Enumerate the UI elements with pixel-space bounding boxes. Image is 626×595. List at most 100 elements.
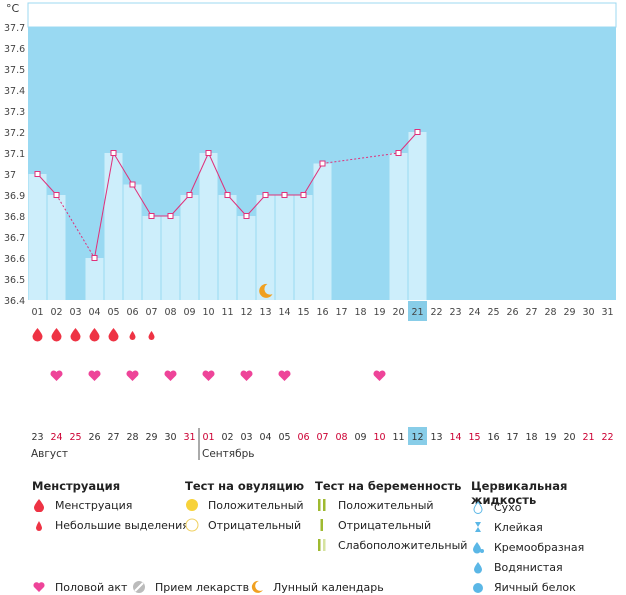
calendar-date-label: 14 — [449, 432, 461, 443]
calendar-date-label: 25 — [69, 432, 81, 443]
legend-pregnancy-positive: Положительный — [315, 498, 434, 512]
menstruation-drop-mark — [32, 328, 43, 342]
calendar-date-label: 19 — [544, 432, 556, 443]
calendar-date-label: 10 — [373, 432, 385, 443]
intercourse-heart-mark — [240, 370, 253, 381]
y-tick-label: 37.3 — [4, 107, 25, 118]
cycle-day-label: 12 — [240, 307, 252, 318]
temperature-bar — [218, 195, 237, 300]
calendar-date-label: 29 — [145, 432, 157, 443]
calendar-date-label: 09 — [354, 432, 366, 443]
legend-cervical-title: Цервикальная жидкость — [471, 479, 568, 507]
cycle-day-label: 14 — [278, 307, 290, 318]
cycle-day-label: 17 — [335, 307, 347, 318]
hourglass-icon — [471, 520, 485, 534]
legend-cervical-dry: Сухо — [471, 500, 521, 514]
temperature-line-segment — [303, 163, 323, 196]
temperature-bar — [199, 153, 218, 300]
legend-moon-label: Лунный календарь — [273, 580, 384, 594]
temperature-bar — [85, 258, 104, 300]
legend-cervical-watery: Водянистая — [471, 560, 563, 574]
intercourse-heart-mark — [164, 370, 177, 381]
calendar-date-label: 04 — [259, 432, 271, 443]
blood-drop-icon — [32, 498, 46, 512]
legend-menstruation: Менструация — [32, 498, 132, 512]
double-line-icon — [315, 498, 329, 512]
cycle-day-label: 28 — [544, 307, 556, 318]
cycle-day-label: 26 — [506, 307, 518, 318]
cycle-day-label: 30 — [582, 307, 594, 318]
legend-intercourse: Половой акт — [32, 580, 127, 594]
legend-pregnancy-weak: Слабоположительный — [315, 538, 467, 552]
calendar-date-label: 23 — [31, 432, 43, 443]
temperature-line-segment — [132, 184, 152, 217]
cycle-day-label: 15 — [297, 307, 309, 318]
cycle-day-label: 11 — [221, 307, 233, 318]
cycle-day-label: 09 — [183, 307, 195, 318]
calendar-date-label: 16 — [487, 432, 499, 443]
legend-cervical-watery-label: Водянистая — [494, 560, 563, 574]
temperature-point — [262, 192, 269, 198]
double-line-faint-icon — [315, 538, 329, 552]
legend-moon: Лунный календарь — [250, 580, 384, 594]
temperature-point — [148, 213, 155, 219]
cycle-day-label: 03 — [69, 307, 81, 318]
cycle-day-label: 27 — [525, 307, 537, 318]
temperature-bar — [28, 174, 47, 300]
temperature-point — [281, 192, 288, 198]
calendar-date-label: 07 — [316, 432, 328, 443]
cycle-day-label: 01 — [31, 307, 43, 318]
egg-white-drop-icon — [471, 580, 485, 594]
calendar-date-label: 21 — [582, 432, 594, 443]
legend-cervical-creamy-label: Кремообразная — [494, 540, 585, 554]
temperature-line-segment — [170, 194, 190, 217]
temperature-bar — [294, 195, 313, 300]
cycle-day-label: 07 — [145, 307, 157, 318]
temperature-point — [395, 150, 402, 156]
legend-pregnancy-title: Тест на беременность — [315, 479, 462, 493]
intercourse-heart-mark — [50, 370, 63, 381]
y-tick-label: 37.5 — [4, 65, 25, 76]
legend-medication: Прием лекарств — [132, 580, 249, 594]
temperature-bar — [408, 132, 427, 300]
cycle-day-label: 21 — [411, 307, 423, 318]
y-tick-label: 37.1 — [4, 149, 25, 160]
calendar-date-label: 24 — [50, 432, 62, 443]
intercourse-heart-mark — [373, 370, 386, 381]
cycle-day-label: 29 — [563, 307, 575, 318]
temperature-point — [414, 129, 421, 135]
temperature-point — [34, 171, 41, 177]
intercourse-heart-mark — [88, 370, 101, 381]
y-tick-label: 36.8 — [4, 212, 25, 223]
temperature-point — [224, 192, 231, 198]
y-tick-label: 37 — [4, 170, 16, 181]
temperature-line-segment — [398, 131, 418, 154]
legend-spotting: Небольшие выделения — [32, 518, 189, 532]
cycle-day-label: 13 — [259, 307, 271, 318]
legend-pregnancy-negative-label: Отрицательный — [338, 518, 432, 532]
calendar-date-label: 20 — [563, 432, 575, 443]
legend-cervical-dry-label: Сухо — [494, 500, 522, 514]
temperature-line-segment — [94, 152, 114, 259]
calendar-date-label: 06 — [297, 432, 309, 443]
calendar-date-label: 01 — [202, 432, 214, 443]
temperature-line-segment — [227, 194, 247, 217]
legend-menstruation-title: Менструация — [32, 479, 121, 493]
calendar-date-label: 15 — [468, 432, 480, 443]
calendar-date-label: 17 — [506, 432, 518, 443]
legend-ovulation-negative-label: Отрицательный — [208, 518, 302, 532]
calendar-date-label: 18 — [525, 432, 537, 443]
menstruation-drop-mark — [51, 328, 62, 342]
legend-intercourse-label: Половой акт — [55, 580, 128, 594]
intercourse-heart-mark — [126, 370, 139, 381]
calendar-date-label: 02 — [221, 432, 233, 443]
calendar-date-label: 22 — [601, 432, 613, 443]
legend-cervical-creamy: Кремообразная — [471, 540, 584, 554]
legend-ovulation-negative: Отрицательный — [185, 518, 301, 532]
temperature-point — [167, 213, 174, 219]
legend-cervical-eggwhite: Яичный белок — [471, 580, 576, 594]
chart-header-strip — [27, 2, 617, 28]
y-tick-label: 36.7 — [4, 233, 25, 244]
temperature-line-segment — [113, 152, 133, 185]
calendar-date-label: 11 — [392, 432, 404, 443]
